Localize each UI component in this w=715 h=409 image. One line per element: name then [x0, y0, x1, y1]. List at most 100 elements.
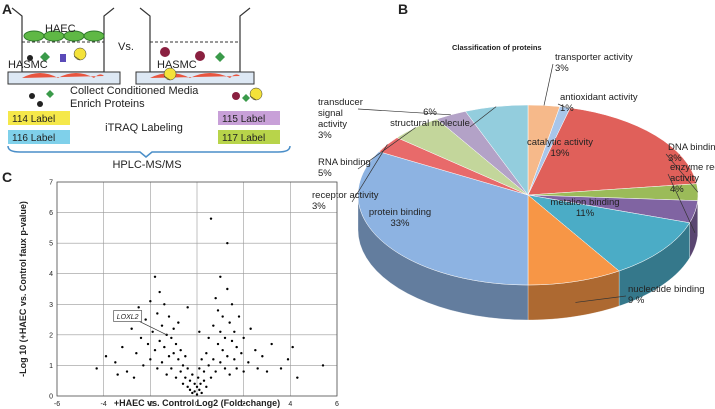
- y-axis-label: -Log 10 (+HAEC vs. Control faux p-value): [18, 201, 28, 377]
- panel-label: A: [2, 1, 12, 17]
- y-tick-label: 7: [49, 180, 53, 187]
- leader-line: [667, 173, 696, 234]
- point: [233, 358, 236, 361]
- label-line: metalion binding: [550, 197, 619, 208]
- x-axis-label: +HAEC vs. Control Log2 (Fold-change): [114, 398, 280, 408]
- label: 116 Label: [12, 133, 55, 144]
- label-box: [218, 111, 280, 125]
- point: [237, 315, 241, 318]
- point: [146, 342, 150, 346]
- label-line: antioxidant activity: [560, 92, 638, 103]
- point: [186, 367, 189, 370]
- point: [279, 367, 283, 370]
- pie-value-label: 33%: [390, 218, 410, 229]
- point: [184, 355, 187, 358]
- pie-label: RNA binding: [318, 157, 371, 168]
- pie-value-label: 5%: [318, 168, 332, 179]
- point: [235, 367, 238, 370]
- label: HASMC: [157, 59, 197, 71]
- point: [212, 358, 215, 361]
- point: [209, 376, 213, 379]
- point: [219, 330, 222, 333]
- pie-label: antioxidant activity: [560, 92, 638, 103]
- pie-slice: [527, 107, 697, 196]
- label-box: [8, 130, 70, 144]
- well-base: [135, 71, 255, 85]
- point: [156, 312, 159, 315]
- label: 115 Label: [222, 114, 265, 125]
- point: [151, 330, 154, 333]
- leader-line: [575, 295, 627, 303]
- y-tick-label: 5: [49, 241, 53, 248]
- point: [219, 361, 222, 364]
- pie-value-label: 4%: [670, 184, 684, 195]
- point: [265, 370, 269, 373]
- hasmc-cells: [22, 73, 104, 78]
- point: [221, 348, 224, 352]
- point: [242, 336, 245, 340]
- point: [235, 345, 238, 349]
- leader-line: [543, 63, 554, 106]
- point: [160, 324, 164, 327]
- leader-line: [665, 153, 699, 193]
- pie-label: enzyme regulatoractivity: [670, 162, 715, 184]
- point: [188, 379, 192, 382]
- y-tick-label: 1: [49, 363, 53, 370]
- point: [286, 358, 290, 361]
- point: [149, 300, 152, 303]
- y-tick-label: 0: [49, 394, 53, 401]
- point: [153, 275, 157, 278]
- y-tick-label: 3: [49, 302, 53, 309]
- point: [219, 275, 222, 278]
- label: 114 Label: [12, 114, 55, 125]
- point: [193, 382, 196, 385]
- pie-value-label: 3%: [318, 130, 332, 141]
- point: [153, 348, 157, 352]
- pie-value-label: 9 %: [628, 295, 645, 306]
- point: [179, 370, 182, 373]
- point: [184, 376, 187, 379]
- point: [207, 336, 210, 340]
- x-tick-label: 2: [242, 401, 246, 408]
- point: [104, 355, 108, 358]
- point: [296, 376, 299, 379]
- point: [114, 361, 117, 364]
- panel-label: C: [2, 169, 12, 185]
- point: [181, 382, 185, 385]
- pie-slice: [527, 194, 620, 286]
- label-line: DNA binding: [668, 142, 715, 153]
- point: [202, 370, 206, 373]
- pie-label: protein binding: [369, 207, 431, 218]
- point: [160, 361, 164, 364]
- point: [170, 336, 173, 340]
- x-tick-label: -2: [147, 401, 153, 408]
- y-tick-label: 6: [49, 210, 53, 217]
- label-line: transporter activity: [555, 52, 633, 63]
- point: [186, 306, 189, 309]
- pie-label: nucleotide binding: [628, 284, 705, 295]
- point: [223, 336, 227, 340]
- point: [223, 367, 227, 370]
- point: [228, 373, 231, 376]
- point: [226, 241, 229, 245]
- haec-cells: [23, 30, 105, 42]
- label-line: transducer: [318, 97, 363, 108]
- point: [247, 361, 250, 364]
- step: Collect Conditioned Media: [70, 85, 199, 97]
- label-line: activity: [670, 173, 699, 184]
- x-tick-label: 4: [288, 401, 292, 408]
- label: iTRAQ Labeling: [105, 122, 183, 134]
- point: [121, 345, 124, 349]
- point: [240, 352, 243, 355]
- point: [174, 376, 178, 379]
- point: [198, 367, 201, 370]
- point: [200, 358, 203, 361]
- point: [177, 358, 180, 361]
- point: [214, 296, 217, 300]
- point: [191, 391, 194, 395]
- point: [256, 367, 259, 370]
- label-line: RNA binding: [318, 157, 371, 168]
- chart-title: Classification of proteins: [452, 43, 542, 52]
- point: [167, 355, 171, 358]
